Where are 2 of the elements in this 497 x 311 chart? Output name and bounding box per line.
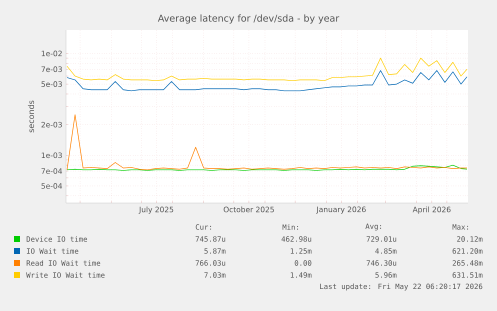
chart-title: Average latency for /dev/sda - by year xyxy=(158,14,340,24)
line-series xyxy=(66,114,468,170)
